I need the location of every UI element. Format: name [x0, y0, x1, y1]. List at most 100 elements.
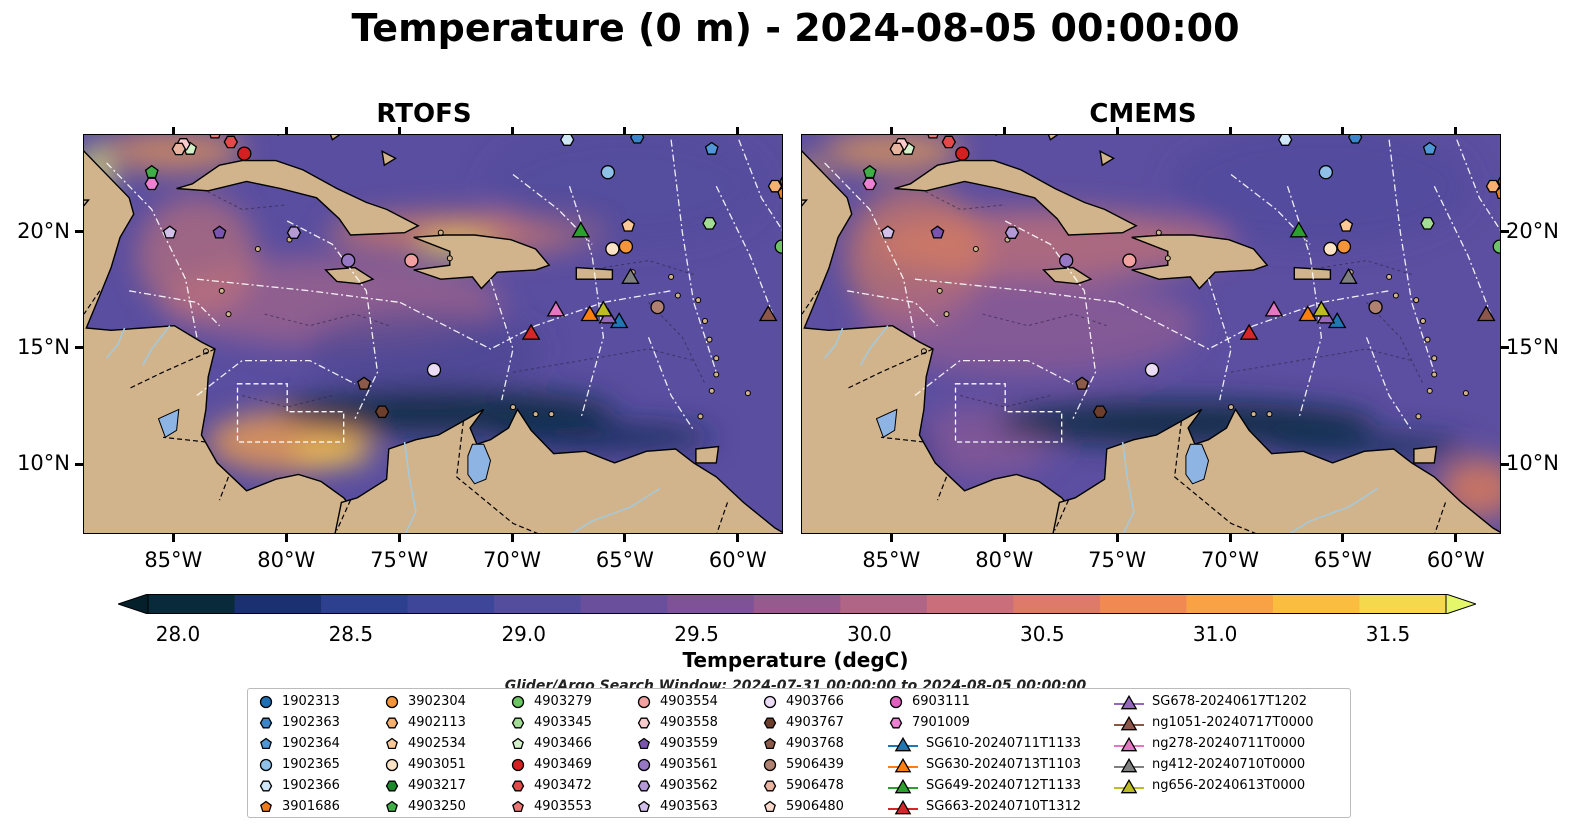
- legend-marker[interactable]: [385, 695, 399, 708]
- legend-triangle-marker[interactable]: [1120, 694, 1138, 709]
- legend-triangle-marker[interactable]: [1120, 715, 1138, 730]
- argo-float-5906478[interactable]: [171, 142, 187, 156]
- legend-marker[interactable]: [764, 737, 776, 749]
- legend-triangle-marker[interactable]: [1120, 778, 1138, 793]
- argo-float-1902363[interactable]: [1347, 135, 1363, 144]
- glider-ng656-20240613T0000[interactable]: [594, 300, 613, 317]
- legend-marker[interactable]: [259, 695, 273, 708]
- glider-ng656-20240613T0000[interactable]: [1312, 300, 1331, 317]
- legend-triangle-marker[interactable]: [894, 778, 912, 793]
- argo-float-4903051[interactable]: [1323, 241, 1338, 257]
- argo-float-5906478[interactable]: [889, 142, 905, 156]
- argo-float-3902304[interactable]: [618, 239, 634, 254]
- legend-marker[interactable]: [385, 758, 399, 771]
- argo-float-1902366[interactable]: [1277, 135, 1293, 146]
- glider-ng278-20240711T0000[interactable]: [1264, 300, 1284, 317]
- legend-marker[interactable]: [638, 800, 650, 812]
- argo-float-4903250[interactable]: [144, 164, 159, 179]
- argo-float-4903217[interactable]: [1497, 176, 1501, 187]
- legend-marker[interactable]: [511, 758, 525, 771]
- argo-float-4903563[interactable]: [880, 225, 895, 239]
- glider-ng412-20240710T0000[interactable]: [1339, 267, 1358, 284]
- glider-ng1051-20240717T0000[interactable]: [758, 305, 778, 322]
- legend-marker[interactable]: [386, 737, 398, 749]
- argo-float-4903767[interactable]: [374, 405, 390, 419]
- argo-float-4903767[interactable]: [1092, 405, 1108, 419]
- glider-ng278-20240711T0000[interactable]: [546, 300, 566, 317]
- argo-float-4903553[interactable]: [209, 135, 221, 139]
- legend-marker[interactable]: [763, 758, 777, 771]
- legend-marker[interactable]: [638, 737, 650, 749]
- legend-triangle-marker[interactable]: [894, 736, 912, 751]
- argo-float-4903469[interactable]: [955, 146, 970, 161]
- argo-float-4903562[interactable]: [286, 226, 302, 239]
- argo-float-1902365[interactable]: [600, 165, 616, 180]
- argo-float-4902113[interactable]: [1485, 179, 1500, 193]
- argo-float-3902304[interactable]: [1336, 239, 1352, 254]
- legend-marker[interactable]: [637, 780, 651, 791]
- argo-float-4903051[interactable]: [605, 241, 620, 257]
- argo-float-4903472[interactable]: [223, 135, 239, 149]
- argo-float-1902364[interactable]: [1422, 141, 1437, 155]
- legend-triangle-marker[interactable]: [1120, 757, 1138, 772]
- argo-float-4903766[interactable]: [1144, 362, 1160, 378]
- legend-marker[interactable]: [889, 717, 903, 728]
- argo-float-4903766[interactable]: [426, 362, 442, 378]
- glider-SG630-20240713T1103[interactable]: [580, 305, 600, 322]
- legend-marker[interactable]: [386, 800, 398, 812]
- legend-marker[interactable]: [385, 780, 399, 791]
- argo-float-4903768[interactable]: [1075, 376, 1089, 390]
- argo-float-4903250[interactable]: [862, 164, 877, 179]
- legend-marker[interactable]: [259, 780, 273, 791]
- argo-float-4903553[interactable]: [927, 135, 939, 139]
- legend-marker[interactable]: [763, 717, 777, 728]
- legend-marker[interactable]: [512, 737, 524, 749]
- argo-float-4903563[interactable]: [162, 225, 177, 239]
- legend-triangle-marker[interactable]: [894, 799, 912, 814]
- argo-float-1902365[interactable]: [1318, 165, 1334, 180]
- argo-float-7901009[interactable]: [862, 177, 877, 191]
- argo-float-4903279[interactable]: [774, 239, 783, 254]
- legend-marker[interactable]: [764, 800, 776, 812]
- argo-float-1902364[interactable]: [704, 141, 719, 155]
- legend-marker[interactable]: [637, 695, 651, 708]
- argo-float-4903561[interactable]: [1059, 253, 1074, 268]
- argo-float-4903768[interactable]: [357, 376, 371, 390]
- legend-marker[interactable]: [889, 695, 903, 708]
- glider-SG649-20240712T1133[interactable]: [1289, 221, 1309, 238]
- argo-float-7901009[interactable]: [144, 177, 159, 191]
- legend-marker[interactable]: [763, 695, 777, 708]
- argo-float-4903345[interactable]: [702, 217, 717, 230]
- argo-float-4902534[interactable]: [621, 218, 636, 232]
- argo-float-4903472[interactable]: [941, 135, 957, 149]
- argo-float-4903562[interactable]: [1004, 226, 1020, 239]
- argo-float-4903561[interactable]: [341, 253, 356, 268]
- argo-float-4903554[interactable]: [1122, 253, 1137, 268]
- argo-float-4903554[interactable]: [404, 253, 419, 268]
- legend-marker[interactable]: [511, 780, 525, 791]
- glider-ng412-20240710T0000[interactable]: [621, 267, 640, 284]
- legend-triangle-marker[interactable]: [894, 757, 912, 772]
- argo-float-4902534[interactable]: [1339, 218, 1354, 232]
- argo-float-5906439[interactable]: [1368, 299, 1383, 315]
- glider-SG663-20240710T1312[interactable]: [1239, 323, 1259, 340]
- argo-float-4903279[interactable]: [1492, 239, 1501, 254]
- legend-marker[interactable]: [260, 737, 272, 749]
- argo-float-4903469[interactable]: [237, 146, 252, 161]
- glider-SG649-20240712T1133[interactable]: [571, 221, 591, 238]
- legend-marker[interactable]: [511, 695, 525, 708]
- legend-marker[interactable]: [763, 780, 777, 791]
- argo-float-4902113[interactable]: [767, 179, 782, 193]
- legend-marker[interactable]: [385, 717, 399, 728]
- glider-SG663-20240710T1312[interactable]: [521, 323, 541, 340]
- legend-triangle-marker[interactable]: [1120, 736, 1138, 751]
- legend-marker[interactable]: [259, 758, 273, 771]
- argo-float-5906439[interactable]: [650, 299, 665, 315]
- argo-float-4903559[interactable]: [930, 225, 945, 239]
- argo-float-4903217[interactable]: [779, 176, 783, 187]
- glider-ng1051-20240717T0000[interactable]: [1476, 305, 1496, 322]
- argo-float-1902363[interactable]: [629, 135, 645, 144]
- argo-float-1902366[interactable]: [559, 135, 575, 146]
- legend-marker[interactable]: [260, 800, 272, 812]
- legend-marker[interactable]: [637, 758, 651, 771]
